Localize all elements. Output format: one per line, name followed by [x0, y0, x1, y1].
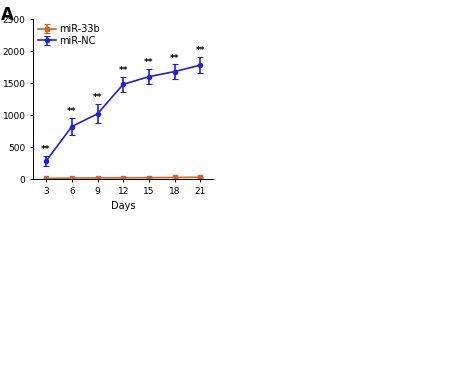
X-axis label: Days: Days: [111, 201, 136, 211]
Text: **: **: [170, 54, 180, 62]
Text: **: **: [144, 58, 154, 67]
Text: **: **: [93, 93, 102, 102]
Text: **: **: [41, 145, 51, 154]
Text: **: **: [67, 107, 76, 116]
Text: **: **: [196, 46, 205, 55]
Legend: miR-33b, miR-NC: miR-33b, miR-NC: [38, 24, 100, 46]
Text: **: **: [118, 66, 128, 75]
Text: A: A: [1, 6, 14, 24]
